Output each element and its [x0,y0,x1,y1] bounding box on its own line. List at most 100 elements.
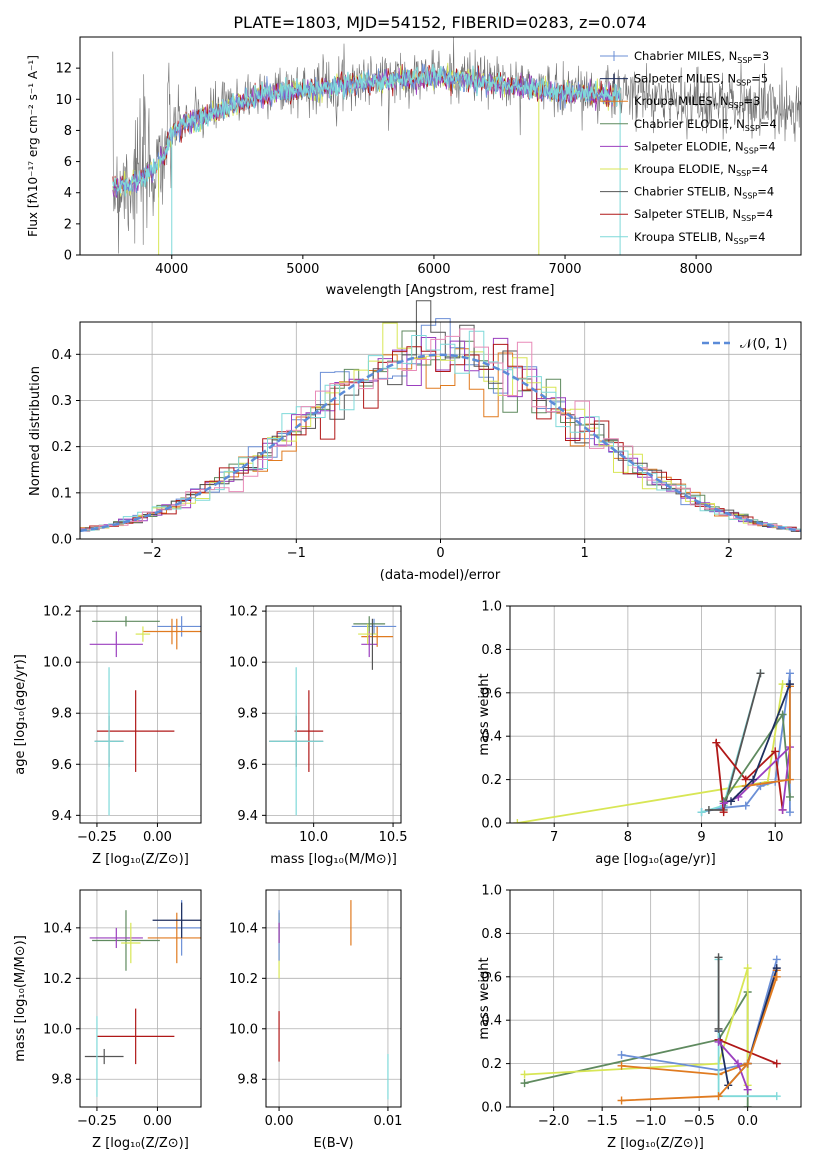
xtick-label: −2.0 [538,1114,570,1129]
series-marker [714,1092,723,1101]
ytick-label: 1.0 [481,884,502,899]
series-marker [772,1092,781,1101]
ytick-label: 10.2 [229,605,258,620]
series-marker [743,1059,752,1068]
spectrum-xtick-label: 7000 [548,262,581,277]
panel-content [513,669,794,823]
legend-sub: SSP [744,146,759,155]
series-line [621,959,778,1072]
ytick-label: 0.2 [481,773,502,788]
ylabel: mass [log₁₀(M/M⊙)] [13,935,28,1062]
legend-name: Kroupa STELIB, N [634,230,734,244]
panel-frame [509,605,802,824]
residual-panel: −2 −1 0 1 2 0.0 0.1 0.2 0.3 0.4 𝒩(0, 1) (data-mod… [28,300,802,583]
series-marker [719,799,728,808]
panel-mass_vs_ebv: 0.00 0.01 9.8 10.0 10.2 10.4 E(B-V) [229,889,402,1151]
residual-ytick-label: 0.0 [51,533,72,548]
series-marker [772,964,781,973]
ytick-label: 10.2 [43,605,72,620]
ytick-label: 0.6 [481,970,502,985]
figure-title: PLATE=1803, MJD=54152, FIBERID=0283, z=0… [233,13,646,32]
xtick-label: −0.5 [683,1114,715,1129]
ylabel: mass weight [477,673,492,755]
legend-name: Chabrier MILES, N [634,49,737,63]
ylabel: mass weight [477,957,492,1039]
residual-axes: −2 −1 0 1 2 0.0 0.1 0.2 0.3 0.4 [51,348,733,561]
series-marker [785,808,794,817]
residual-xtick-label: 1 [581,546,589,561]
ytick-label: 10.0 [229,1022,258,1037]
panel-content [269,616,397,816]
xtick-label: 0.00 [143,830,172,845]
panel-frame [265,605,402,824]
residual-bars [80,300,801,532]
ytick-label: 9.8 [237,1073,258,1088]
panel-frame [79,605,202,824]
ytick-label: 0.8 [481,643,502,658]
legend-name: Chabrier ELODIE, N [634,117,745,131]
ytick-label: 9.8 [51,1073,72,1088]
panel-mass_vs_z: −0.25 0.00 9.8 10.0 10.2 10.4 Z [log₁₀(Z/Z⊙)] m… [13,889,202,1151]
spectrum-axes: 4000 5000 6000 7000 8000 0 2 4 6 8 10 12 [55,62,712,277]
series-marker [697,808,706,817]
ytick-label: 10.2 [229,972,258,987]
ytick-label: 10.2 [43,972,72,987]
series-marker [714,1024,723,1033]
spectrum-ytick-label: 12 [55,62,72,77]
spectrum-ytick-label: 0 [64,249,72,264]
xtick-label: −0.25 [77,1114,117,1129]
series-marker [772,1059,781,1068]
panel-age_vs_mass: 10.0 10.5 9.4 9.6 9.8 10.0 10.2 mass [log₁₀(M/M… [229,605,407,867]
series-marker [749,775,758,784]
residual-ytick-label: 0.2 [51,440,72,455]
series-marker [513,819,522,823]
ytick-label: 0.0 [481,1101,502,1116]
panel-content [520,953,781,1107]
series-marker [785,792,794,801]
spectrum-lines [112,36,801,255]
ytick-label: 0.0 [481,817,502,832]
ytick-label: 0.8 [481,927,502,942]
spectrum-xtick-label: 8000 [680,262,713,277]
ytick-label: 9.4 [51,809,72,824]
legend-sub: SSP [736,79,751,88]
xtick-label: 0.00 [143,1114,172,1129]
residual-ylabel: Normed distribution [28,366,43,496]
series-marker [617,1050,626,1059]
ytick-label: 10.0 [43,1022,72,1037]
legend-tail: =4 [749,230,766,244]
series-marker [778,680,787,689]
spectrum-ytick-label: 4 [64,186,72,201]
xlabel: Z [log₁₀(Z/Z⊙)] [607,1136,704,1151]
panel-mass_weight_vs_age: 7 8 9 10 0.0 0.2 0.4 0.6 0.8 1.0 age [log₁₀(age/yr… [477,600,802,867]
legend-entry: Kroupa STELIB, NSSP=4 [634,230,765,246]
residual-ytick-label: 0.3 [51,394,72,409]
ytick-label: 0.2 [481,1057,502,1072]
spectrum-ytick-label: 8 [64,124,72,139]
residual-xtick-label: −1 [287,546,306,561]
series-marker [743,1085,752,1094]
ytick-label: 10.0 [229,656,258,671]
xtick-label: −1.0 [635,1114,667,1129]
series-marker [785,669,794,678]
spectrum-ytick-label: 10 [55,93,72,108]
series-marker [704,805,713,814]
panel-content [84,900,201,1097]
xtick-label: 0.01 [373,1114,402,1129]
legend-entry: Chabrier ELODIE, NSSP=4 [634,117,777,133]
series-line [621,976,778,1102]
series-marker [756,669,765,678]
normal-curve [79,353,802,533]
xlabel: Z [log₁₀(Z/Z⊙)] [92,852,189,867]
xlabel: E(B-V) [313,1136,353,1151]
spectrum-xlabel: wavelength [Angstrom, rest frame] [326,283,555,298]
xtick-label: −1.5 [586,1114,618,1129]
legend-entry: Salpeter MILES, NSSP=5 [634,72,768,88]
xlabel: mass [log₁₀(M/M⊙)] [270,852,397,867]
legend-sub: SSP [742,192,757,201]
xtick-label: 7 [550,830,558,845]
xtick-label: 10.5 [379,830,408,845]
